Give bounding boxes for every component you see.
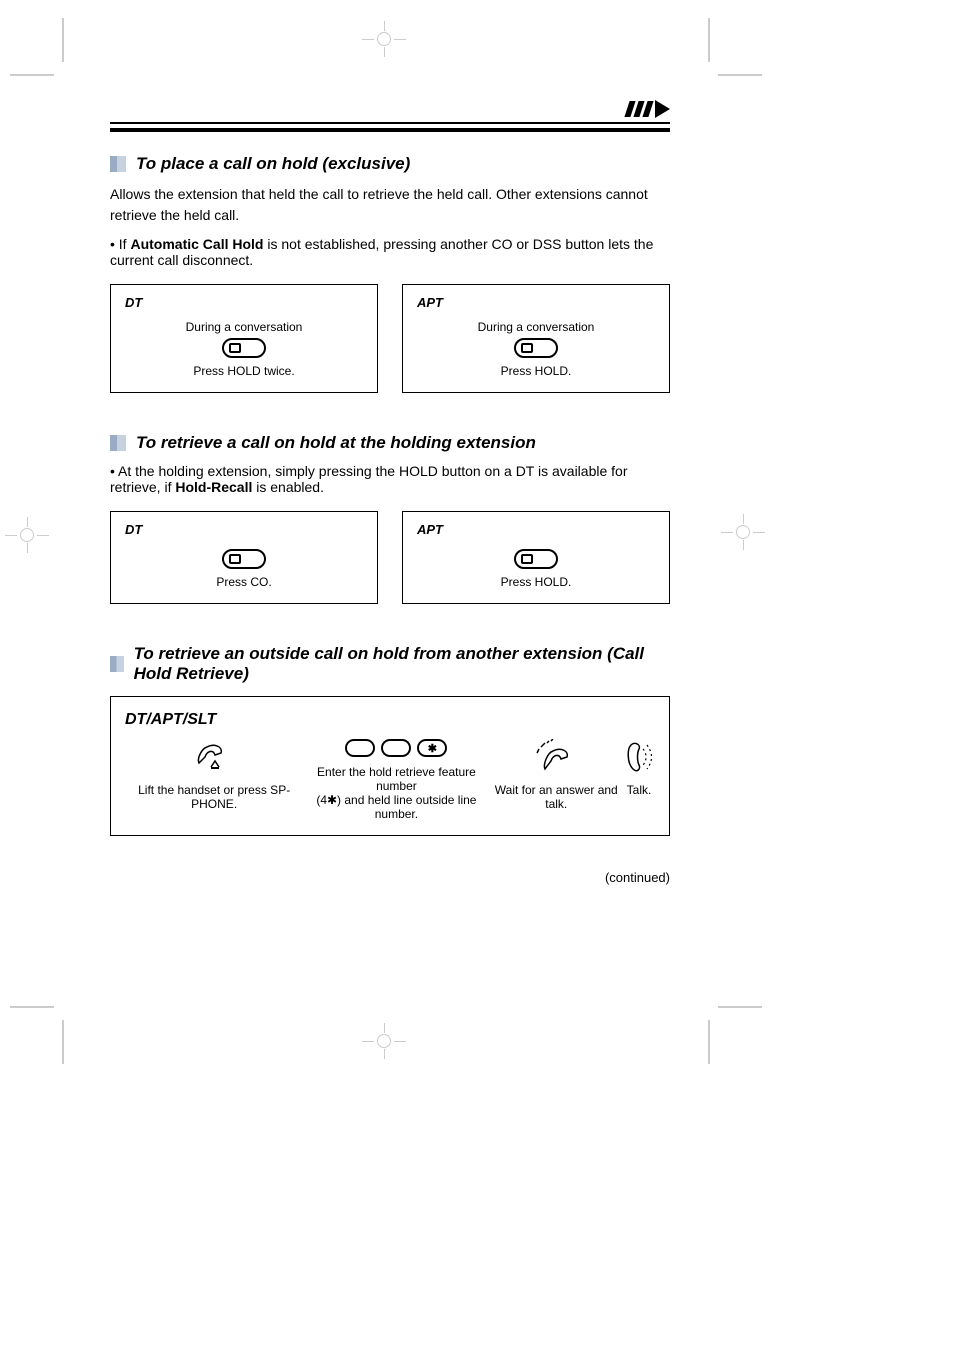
handset-talk-icon: [623, 739, 655, 775]
co-button-icon: [222, 549, 266, 569]
step-col-1: Lift the handset or press SP-PHONE.: [125, 739, 303, 811]
box-step-top: During a conversation: [125, 320, 363, 334]
box-apt: APT Press HOLD.: [402, 511, 670, 604]
star-button-icon: ✱: [417, 739, 447, 757]
header-arrow-icon: [627, 100, 670, 118]
box-step-label: Press HOLD.: [501, 364, 572, 378]
hold-button-icon: [222, 338, 266, 358]
section-title: To retrieve an outside call on hold from…: [134, 644, 670, 684]
section-body: Allows the extension that held the call …: [110, 184, 670, 226]
step-col-3: Wait for an answer and talk.: [490, 739, 623, 811]
box-dt: DT Press CO.: [110, 511, 378, 604]
section-hold: To place a call on hold (exclusive) Allo…: [110, 154, 670, 393]
box-step-top: During a conversation: [417, 320, 655, 334]
continued-text: (continued): [110, 870, 670, 885]
box-title: APT: [417, 295, 655, 310]
bullet-icon: [110, 156, 126, 172]
step-label: Enter the hold retrieve feature number (…: [303, 765, 489, 821]
wide-box: DT/APT/SLT Lift the handset or press SP-…: [110, 696, 670, 836]
step-label: Wait for an answer and talk.: [490, 783, 623, 811]
box-title: APT: [417, 522, 655, 537]
step-label: Talk.: [627, 783, 652, 797]
handset-wave-icon: [535, 739, 577, 775]
step-col-4: Talk.: [623, 739, 655, 797]
section-retrieve: To retrieve a call on hold at the holdin…: [110, 433, 670, 604]
note-bold: Automatic Call Hold: [130, 236, 263, 252]
section-note: • At the holding extension, simply press…: [110, 463, 670, 495]
header-rule: [110, 122, 670, 132]
page-content: To place a call on hold (exclusive) Allo…: [110, 100, 670, 885]
note-prefix: • If: [110, 236, 130, 252]
box-step-label: Press HOLD twice.: [193, 364, 294, 378]
box-title: DT: [125, 522, 363, 537]
section-note: • If Automatic Call Hold is not establis…: [110, 236, 670, 268]
section-title: To place a call on hold (exclusive): [136, 154, 410, 174]
label-part-b: (4✱) and held line outside line number.: [316, 793, 476, 821]
note-bold: Hold-Recall: [175, 479, 252, 495]
label-part-a: Enter the hold retrieve feature number: [317, 765, 476, 793]
step-label: Lift the handset or press SP-PHONE.: [125, 783, 303, 811]
digit-button-icon: [381, 739, 411, 757]
bullet-icon: [110, 435, 126, 451]
section-retrieve-outside: To retrieve an outside call on hold from…: [110, 644, 670, 836]
section-title: To retrieve a call on hold at the holdin…: [136, 433, 536, 453]
box-apt: APT During a conversation Press HOLD.: [402, 284, 670, 393]
bullet-icon: [110, 656, 124, 672]
box-title: DT/APT/SLT: [125, 711, 655, 729]
hold-button-icon: [514, 549, 558, 569]
handset-lift-icon: [193, 739, 235, 775]
digit-button-icon: [345, 739, 375, 757]
box-title: DT: [125, 295, 363, 310]
box-step-label: Press CO.: [216, 575, 271, 589]
box-dt: DT During a conversation Press HOLD twic…: [110, 284, 378, 393]
hold-button-icon: [514, 338, 558, 358]
note-suffix: is enabled.: [252, 479, 324, 495]
box-step-label: Press HOLD.: [501, 575, 572, 589]
step-col-2: ✱ Enter the hold retrieve feature number…: [303, 739, 489, 821]
